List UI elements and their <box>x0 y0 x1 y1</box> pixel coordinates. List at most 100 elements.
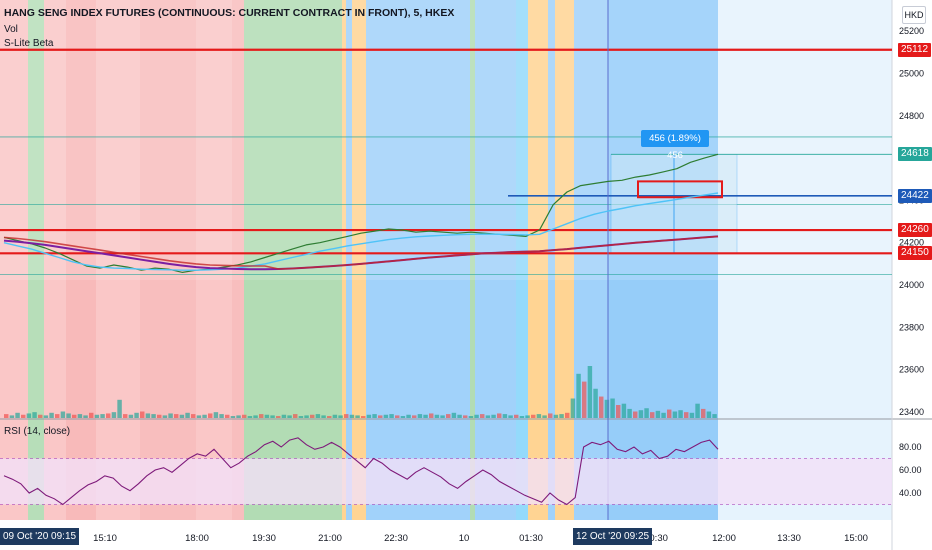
volume-bar <box>287 415 292 418</box>
volume-bar <box>508 415 513 418</box>
volume-bar <box>463 415 468 418</box>
volume-bar <box>349 414 355 418</box>
volume-bar <box>151 414 156 418</box>
session-band <box>232 0 244 520</box>
volume-bar <box>128 414 134 418</box>
volume-bar <box>145 413 151 418</box>
volume-bar <box>168 413 173 418</box>
session-band <box>196 0 232 520</box>
volume-bar <box>650 412 655 418</box>
volume-bar <box>678 410 683 418</box>
volume-bar <box>332 414 338 418</box>
volume-bar <box>587 366 593 418</box>
volume-bar <box>434 414 440 418</box>
volume-bar <box>502 414 508 418</box>
volume-bar <box>412 415 417 418</box>
volume-bar <box>531 414 536 418</box>
volume-bar <box>361 416 366 418</box>
volume-bar <box>548 413 553 418</box>
volume-bar <box>83 415 88 418</box>
volume-bar <box>111 412 117 418</box>
volume-bar <box>38 414 43 418</box>
rsi-line <box>3 437 719 506</box>
volume-bar <box>230 416 236 418</box>
volume-bar <box>202 414 207 418</box>
volume-bar <box>26 413 32 418</box>
x-tick-label: 01:30 <box>519 533 543 544</box>
volume-legend[interactable]: Vol <box>4 24 18 35</box>
volume-bar <box>196 415 202 418</box>
volume-bar <box>281 414 287 418</box>
session-band <box>366 0 470 520</box>
session-band-overlay <box>0 0 892 280</box>
session-band <box>718 0 892 520</box>
volume-bar <box>134 412 139 418</box>
volume-bar <box>468 416 474 418</box>
volume-bar <box>610 398 615 418</box>
volume-bar <box>338 415 343 418</box>
volume-bar <box>542 415 547 418</box>
price-tag-24260: 24260 <box>898 223 932 238</box>
price-series-2 <box>3 192 719 271</box>
volume-bar <box>157 414 162 418</box>
measure-label: 456 (1.89%) 456 <box>641 130 709 161</box>
volume-bar <box>695 403 700 418</box>
volume-bar <box>140 411 145 418</box>
currency-badge[interactable]: HKD <box>902 6 926 24</box>
session-band <box>0 0 28 520</box>
volume-bar <box>355 415 360 418</box>
volume-bar <box>310 414 315 418</box>
volume-bar <box>236 415 241 418</box>
volume-bar <box>179 414 185 418</box>
session-band <box>516 0 528 520</box>
session-band <box>28 0 44 520</box>
volume-bar <box>638 410 644 418</box>
volume-bar <box>77 414 83 418</box>
volume-bar <box>270 415 275 418</box>
volume-bar <box>321 415 326 418</box>
volume-bar <box>72 414 77 418</box>
volume-bar <box>15 412 20 418</box>
volume-bar <box>366 414 372 418</box>
session-band <box>44 0 66 520</box>
x-tick-label: 22:30 <box>384 533 408 544</box>
volume-bar <box>208 413 213 418</box>
session-band <box>555 0 574 520</box>
y-tick-label: 23400 <box>899 407 924 417</box>
volume-bar <box>457 414 462 418</box>
price-axis-bg <box>892 0 932 550</box>
session-band <box>244 0 342 520</box>
y-tick-label: 24800 <box>899 111 924 121</box>
volume-bar <box>378 415 383 418</box>
volume-bar <box>400 416 406 418</box>
volume-bar <box>117 399 122 418</box>
session-band <box>548 0 555 520</box>
volume-bar <box>49 412 54 418</box>
rsi-legend[interactable]: RSI (14, close) <box>4 426 71 437</box>
volume-bar <box>9 415 15 418</box>
session-band <box>470 0 475 520</box>
session-band <box>574 0 608 520</box>
volume-bar <box>219 414 224 418</box>
volume-bar <box>4 414 9 418</box>
volume-bar <box>627 408 632 418</box>
volume-bar <box>247 416 253 418</box>
indicator-legend[interactable]: S-Lite Beta <box>4 38 54 49</box>
price-tag-24150: 24150 <box>898 246 932 261</box>
volume-bar <box>576 373 581 418</box>
volume-bar <box>446 414 451 418</box>
y-tick-label: 24000 <box>899 280 924 290</box>
volume-bar <box>162 415 168 418</box>
volume-bar <box>174 414 179 418</box>
volume-bar <box>655 410 661 418</box>
volume-bar <box>440 415 445 418</box>
volume-bar <box>191 414 196 418</box>
x-tick-label: 10:30 <box>644 533 668 544</box>
volume-bar <box>661 412 666 418</box>
moving-average-red <box>3 235 719 270</box>
price-series-1 <box>3 153 719 273</box>
volume-bar <box>582 381 587 418</box>
time-highlight-left: 09 Oct '20 09:15 <box>0 528 80 545</box>
volume-bar <box>259 414 264 418</box>
